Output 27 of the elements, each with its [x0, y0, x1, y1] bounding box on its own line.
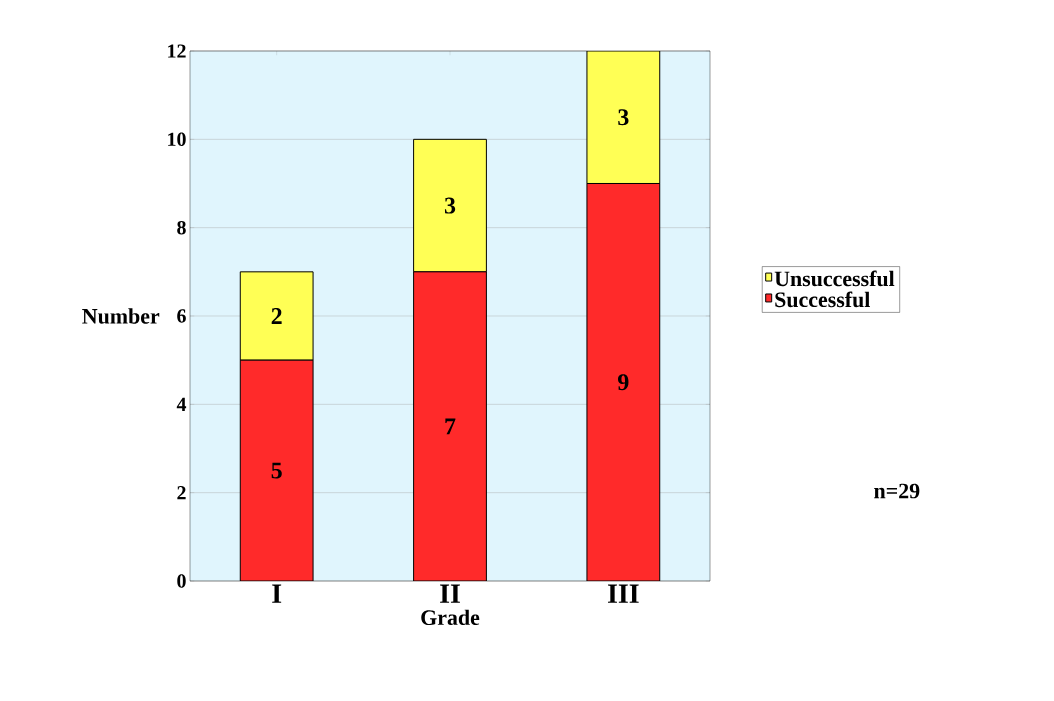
data-label: 5 [271, 462, 282, 479]
x-tick-label: I [272, 584, 282, 603]
bar [586, 182, 661, 581]
text: n=29 [874, 483, 920, 499]
data-label: 3 [618, 109, 629, 126]
data-label: 9 [618, 374, 629, 391]
x-tick-label: III [607, 584, 639, 603]
y-tick-label: 0 [177, 574, 186, 588]
data-label: 2 [271, 308, 282, 324]
y-tick-label: 6 [177, 309, 186, 323]
y-tick-label: 8 [177, 220, 186, 235]
bar [413, 271, 487, 581]
legend-label: Successful [775, 291, 870, 308]
y-tick-label: 2 [177, 486, 186, 500]
bar [239, 271, 314, 361]
bar [586, 50, 661, 184]
bar [239, 359, 314, 581]
bar [413, 138, 487, 273]
x-tick-label: II [440, 584, 460, 603]
data-label: 3 [444, 197, 456, 214]
y-tick-label: 10 [168, 132, 186, 147]
y-axis-title: Number [82, 308, 160, 324]
y-tick-label: 12 [168, 44, 186, 58]
legend-label: Unsuccessful [774, 270, 895, 287]
data-label: 7 [445, 418, 456, 435]
y-tick-label: 4 [176, 397, 187, 411]
x-axis-title: Grade [421, 609, 480, 626]
